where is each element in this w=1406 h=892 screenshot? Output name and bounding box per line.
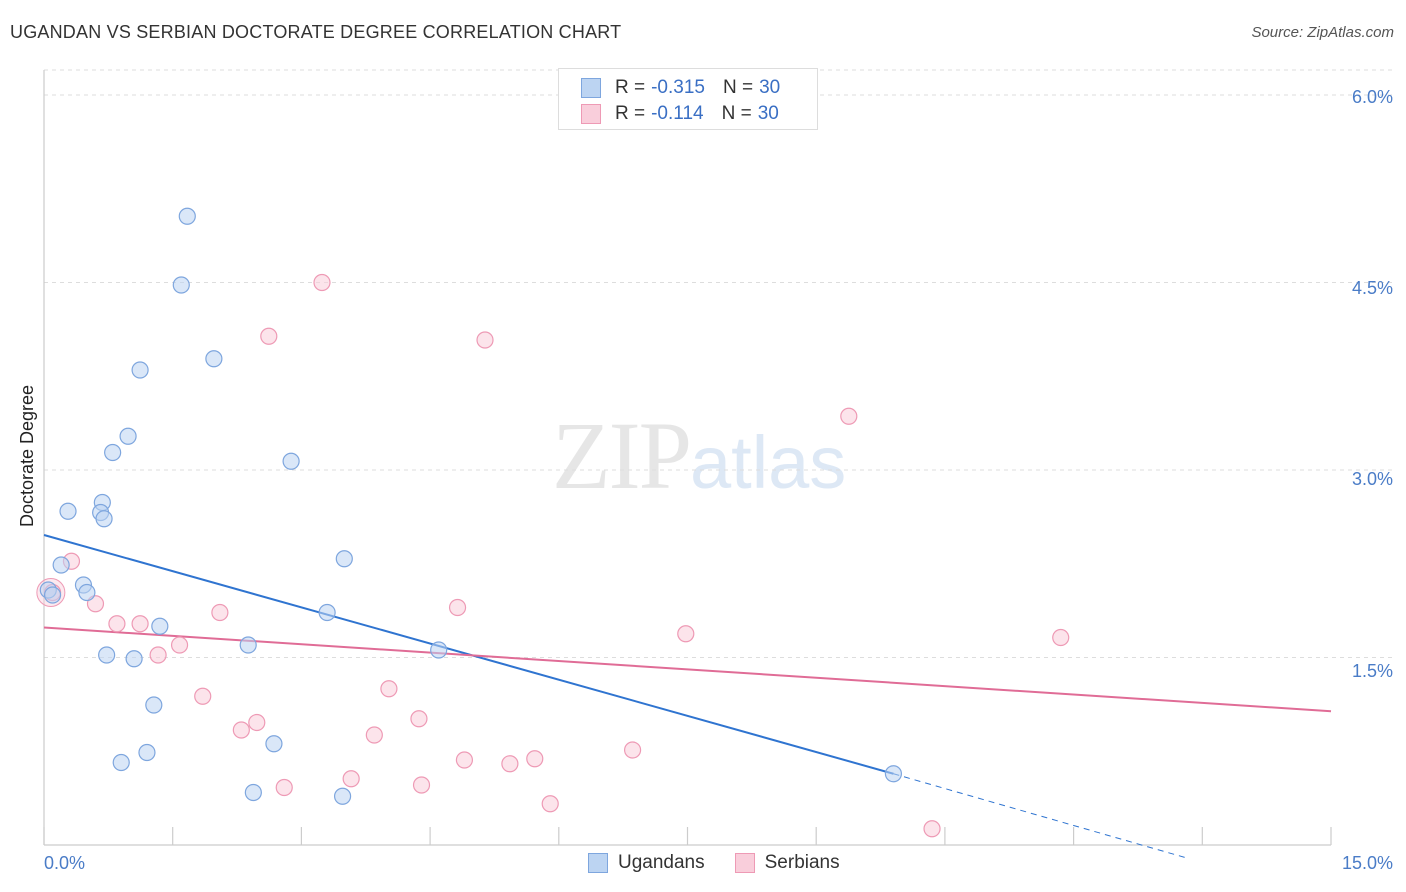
ugandan-point (131, 361, 149, 379)
zipatlas-watermark: ZIPatlas (552, 400, 846, 511)
ugandan-point (151, 617, 169, 635)
ugandan-r-label: R = (615, 77, 646, 98)
data-points (36, 207, 1070, 838)
serbian-point (501, 755, 519, 773)
serbian-point (412, 776, 431, 794)
legend-label-ugandans: Ugandans (618, 852, 705, 873)
serbian-point (248, 713, 266, 732)
serbian-swatch (581, 104, 601, 124)
serbian-point (275, 778, 293, 797)
ugandan-point (104, 443, 122, 462)
ugandan-point (335, 550, 353, 568)
ugandan-point (59, 502, 77, 520)
ugandan-swatch (581, 78, 601, 98)
serbian-point (232, 721, 250, 739)
ugandan-point (239, 636, 257, 654)
trend-lines (43, 534, 1332, 858)
ugandan-point (43, 586, 62, 604)
serbian-point (541, 795, 559, 813)
serbian-point (170, 636, 189, 654)
serbian-trend-line (43, 626, 1332, 713)
serbian-point (194, 687, 212, 705)
serbian-point (923, 820, 941, 838)
y-tick-label-6-0: 6.0% (1352, 87, 1393, 107)
serbian-point (476, 331, 494, 349)
ugandan-point (265, 735, 283, 753)
ugandan-point (112, 753, 130, 772)
ugandan-point (119, 427, 137, 445)
serbian-point (677, 625, 695, 643)
serbian-n-value: 30 (757, 103, 779, 124)
serbians-swatch (734, 853, 755, 873)
x-tick-label-max: 15.0% (1342, 853, 1393, 873)
legend-item-ugandans: Ugandans (588, 852, 705, 874)
serbian-point (342, 770, 360, 788)
y-tick-label-1-5: 1.5% (1352, 661, 1393, 681)
y-tick-label-4-5: 4.5% (1352, 278, 1393, 298)
serbian-point (380, 680, 398, 698)
serbian-point (131, 615, 149, 633)
serbian-r-label: R = (615, 103, 646, 124)
serbian-point (455, 751, 474, 769)
ugandan-point (145, 696, 163, 714)
correlation-legend: R = -0.315 N = 30 R = -0.114 N = 30 (558, 68, 818, 130)
ugandans-swatch (588, 853, 608, 873)
serbian-point (1052, 628, 1070, 647)
gridlines (44, 69, 1392, 658)
y-tick-label-3-0: 3.0% (1352, 469, 1393, 489)
serbian-point (211, 603, 229, 622)
legend-item-serbians: Serbians (734, 852, 840, 874)
ugandan-point (178, 207, 196, 225)
ugandan-point (205, 350, 223, 368)
serbian-point (526, 750, 544, 768)
watermark-zip: ZIP (552, 402, 692, 509)
serbian-point (149, 646, 167, 664)
chart-title: UGANDAN VS SERBIAN DOCTORATE DEGREE CORR… (10, 22, 622, 42)
serbian-point (260, 327, 278, 345)
ugandan-point (98, 646, 116, 664)
serbian-r-value: -0.114 (651, 103, 704, 124)
legend-row-ugandan: R = -0.315 N = 30 (581, 75, 780, 101)
serbian-n-label: N = (721, 103, 752, 124)
serbian-point (410, 710, 428, 728)
serbian-point (108, 615, 126, 633)
ugandan-r-value: -0.315 (651, 77, 705, 98)
serbian-point (448, 598, 467, 617)
ugandan-point (125, 650, 143, 668)
ugandan-n-label: N = (722, 77, 754, 98)
x-tick-label-min: 0.0% (44, 853, 85, 873)
legend-row-serbian: R = -0.114 N = 30 (581, 101, 779, 127)
legend-label-serbians: Serbians (764, 852, 840, 873)
ugandan-point (78, 583, 96, 602)
y-axis-label: Doctorate Degree (17, 385, 37, 527)
axis-labels: Doctorate Degree 0.0% 15.0% 1.5% 3.0% 4.… (17, 87, 1393, 873)
ugandan-point (430, 641, 448, 659)
axes (43, 70, 1332, 846)
ugandan-point (52, 556, 70, 574)
ugandan-point (318, 603, 336, 622)
ugandan-point (282, 452, 300, 470)
ugandan-point (333, 787, 352, 805)
serbian-point (840, 407, 858, 425)
watermark-atlas: atlas (690, 421, 847, 504)
serbian-point (623, 741, 642, 759)
source-credit: Source: ZipAtlas.com (1251, 24, 1394, 41)
ugandan-point (244, 783, 262, 802)
ugandan-point (172, 276, 190, 294)
ugandan-point (95, 510, 113, 528)
ugandan-point (138, 743, 156, 762)
serbian-point (313, 273, 331, 292)
ugandan-point (884, 765, 903, 783)
series-legend: Ugandans Serbians (588, 852, 870, 874)
serbian-point (365, 726, 383, 744)
ugandan-n-value: 30 (759, 77, 781, 98)
